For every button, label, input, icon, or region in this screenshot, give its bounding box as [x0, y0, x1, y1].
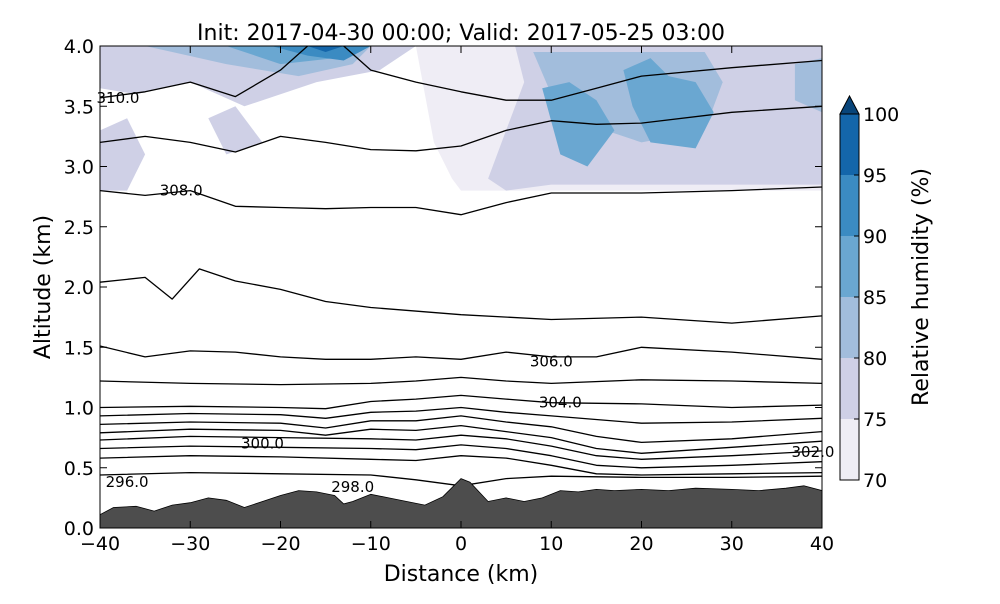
humidity-region-95-12: [307, 46, 344, 52]
colorbar-tick-label-70: 70: [863, 470, 887, 492]
x-tick-label-2: −20: [260, 533, 300, 555]
y-axis-label: Altitude (km): [31, 215, 56, 359]
y-tick-label-2: 1.0: [64, 398, 94, 420]
contour-label-layer: 296.0 298.0 300.0 302.0 304.0 306.0 308.0 310.0: [97, 89, 835, 496]
x-tick-label-1: −30: [170, 533, 210, 555]
colorbar: 70 75 80 85 90 95 100: [839, 94, 899, 492]
colorbar-label: Relative humidity (%): [909, 168, 934, 406]
colorbar-segment-85: [840, 236, 859, 297]
humidity-region-75-2: [100, 118, 146, 191]
contour-label-9: 306.0: [530, 353, 573, 371]
x-tick-label-3: −10: [351, 533, 391, 555]
contour-label-7: 304.0: [539, 394, 582, 412]
theta-contour-8: [100, 376, 822, 386]
colorbar-tick-label-90: 90: [863, 226, 887, 248]
y-tick-label-8: 4.0: [64, 36, 94, 58]
y-tick-label-6: 3.0: [64, 157, 94, 179]
x-tick-label-5: 10: [539, 533, 563, 555]
humidity-region-75-3: [208, 106, 263, 155]
theta-contour-5: [100, 415, 822, 444]
contour-label-3: 300.0: [241, 435, 284, 453]
colorbar-segment-75: [840, 358, 859, 419]
y-tick-label-4: 2.0: [64, 277, 94, 299]
colorbar-segment-70: [840, 419, 859, 480]
contour-label-0: 296.0: [106, 473, 149, 491]
y-tick-label-3: 1.5: [64, 337, 94, 359]
contour-label-5: 302.0: [792, 443, 835, 461]
colorbar-segment-80: [840, 297, 859, 358]
contour-label-13: 310.0: [97, 89, 140, 107]
humidity-region-90-11: [271, 46, 371, 61]
y-tick-label-0: 0.0: [64, 518, 94, 540]
contour-label-1: 298.0: [331, 478, 374, 496]
x-tick-label-0: −40: [80, 533, 120, 555]
x-tick-label-6: 20: [629, 533, 653, 555]
theta-contour-1: [100, 455, 822, 476]
theta-contour-7: [100, 394, 822, 410]
theta-contour-9: [100, 345, 822, 360]
humidity-region-85-9: [623, 58, 714, 149]
y-tick-label-1: 0.5: [64, 458, 94, 480]
colorbar-extend-max: [839, 94, 860, 115]
terrain-layer: [100, 478, 822, 528]
theta-contour-11: [100, 186, 822, 216]
colorbar-tick-label-75: 75: [863, 409, 887, 431]
theta-contour-13: [100, 46, 309, 99]
x-tick-label-4: 0: [455, 533, 467, 555]
theta-contour-3: [100, 434, 822, 460]
colorbar-tick-label-85: 85: [863, 287, 887, 309]
y-tick-label-7: 3.5: [64, 96, 94, 118]
theta-contour-layer: [100, 46, 822, 487]
theta-contour-14: [343, 46, 822, 101]
theta-contour-6: [100, 406, 822, 424]
theta-contour-12: [100, 105, 822, 153]
theta-contour-4: [100, 424, 822, 454]
x-tick-label-7: 30: [720, 533, 744, 555]
colorbar-tick-label-80: 80: [863, 348, 887, 370]
colorbar-tick-label-95: 95: [863, 165, 887, 187]
colorbar-segment-90: [840, 175, 859, 236]
y-axis: 0.0 0.5 1.0 1.5 2.0 2.5 3.0 3.5 4.0: [64, 36, 822, 540]
contour-label-11: 308.0: [160, 182, 203, 200]
humidity-region-80-7: [794, 58, 822, 113]
colorbar-tick-label-100: 100: [863, 104, 899, 126]
colorbar-segment-95: [840, 114, 859, 175]
terrain-profile: [100, 478, 822, 528]
chart-title: Init: 2017-04-30 00:00; Valid: 2017-05-2…: [197, 21, 725, 46]
y-tick-label-5: 2.5: [64, 217, 94, 239]
humidity-fill-layer: [100, 46, 822, 191]
x-tick-label-8: 40: [810, 533, 834, 555]
x-axis: −40 −30 −20 −10 0 10 20 30 40: [80, 46, 834, 555]
x-axis-label: Distance (km): [384, 562, 539, 587]
theta-contour-10: [100, 268, 822, 324]
humidity-region-85-8: [542, 82, 615, 167]
theta-contour-2: [100, 444, 822, 469]
